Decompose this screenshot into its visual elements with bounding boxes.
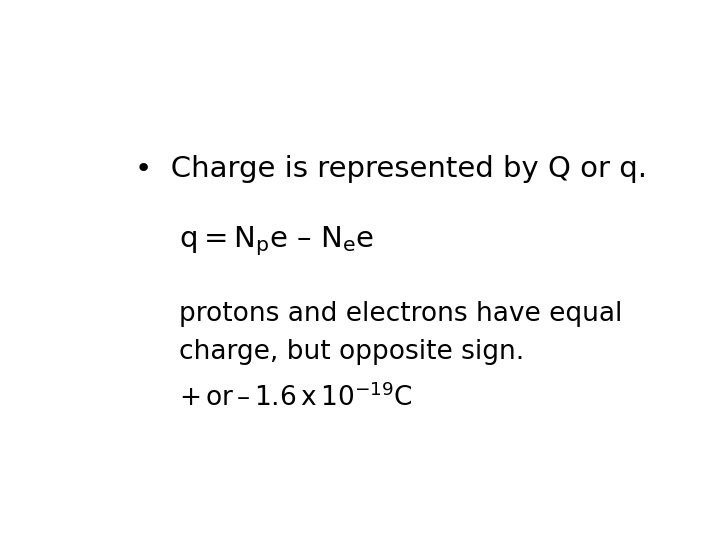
Text: $\mathregular{+ \, or \, – \, 1.6 \, x \, 10^{-19}C}$: $\mathregular{+ \, or \, – \, 1.6 \, x \… [179, 383, 413, 411]
Text: •  Charge is represented by Q or q.: • Charge is represented by Q or q. [135, 155, 647, 183]
Text: protons and electrons have equal: protons and electrons have equal [179, 301, 623, 327]
Text: $\mathregular{q= N_p e \,\, – \,\, N_e e}$: $\mathregular{q= N_p e \,\, – \,\, N_e e… [179, 225, 374, 258]
Text: charge, but opposite sign.: charge, but opposite sign. [179, 339, 525, 364]
